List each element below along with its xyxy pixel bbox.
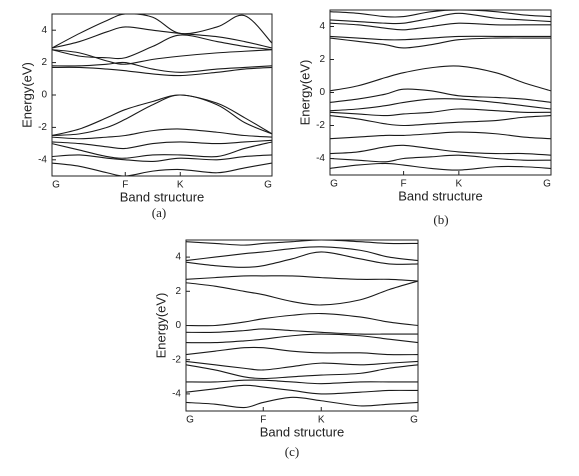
band-line — [330, 108, 551, 117]
band-line — [186, 379, 418, 385]
band-line — [186, 280, 418, 306]
band-line — [330, 35, 551, 41]
band-line — [330, 144, 551, 156]
x-tick-label: F — [122, 180, 128, 191]
y-tick-label: -4 — [38, 154, 47, 165]
caption: (b) — [433, 212, 448, 227]
y-tick-label: 0 — [41, 90, 47, 101]
band-line — [186, 384, 418, 395]
band-line — [186, 275, 418, 282]
caption: (c) — [285, 444, 299, 459]
x-tick-label: G — [186, 415, 194, 426]
x-axis-title: Band structure — [260, 424, 345, 439]
panel: -4 -2 0 2 4 G F K G Band structure Energy(eV) (c) — [153, 239, 419, 459]
x-tick-label: G — [52, 180, 60, 191]
band-line — [330, 131, 551, 140]
band-line — [186, 246, 418, 262]
band-line — [186, 240, 418, 246]
band-line — [52, 26, 272, 49]
band-line — [52, 139, 272, 150]
x-tick-label: K — [456, 179, 463, 190]
panel: -4 -2 0 2 4 G F K G Band structure Energy(eV) (a) — [19, 13, 273, 220]
y-tick-label: -2 — [316, 120, 325, 131]
band-line — [186, 312, 418, 327]
y-tick-label: -2 — [172, 354, 181, 365]
band-line — [52, 141, 272, 159]
y-tick-label: 4 — [319, 21, 325, 32]
band-line — [330, 22, 551, 31]
band-line — [330, 162, 551, 171]
x-axis-title: Band structure — [398, 188, 483, 203]
band-line — [186, 333, 418, 344]
band-line — [330, 65, 551, 92]
x-tick-label: G — [410, 415, 418, 426]
y-tick-label: 4 — [41, 25, 47, 36]
band-line — [52, 49, 272, 65]
y-tick-label: -4 — [172, 389, 181, 400]
x-tick-label: K — [177, 180, 184, 191]
band-line — [186, 360, 418, 371]
panel: -4 -2 0 2 4 G F K G Band structure Energy(eV) (b) — [297, 9, 552, 227]
band-line — [330, 37, 551, 49]
band-line — [330, 98, 551, 112]
band-line — [52, 154, 272, 163]
band-line — [186, 328, 418, 335]
band-line — [52, 162, 272, 176]
y-axis-title: Energy(eV) — [19, 62, 34, 128]
band-line — [52, 94, 272, 137]
y-tick-label: 2 — [41, 57, 47, 68]
y-tick-label: 0 — [175, 320, 181, 331]
y-tick-label: 0 — [319, 87, 325, 98]
x-tick-label: K — [318, 415, 325, 426]
band-line — [186, 251, 418, 268]
y-axis-title: Energy(eV) — [297, 60, 312, 126]
bands — [330, 10, 551, 171]
x-axis-title: Band structure — [120, 189, 205, 204]
band-line — [186, 364, 418, 380]
band-line — [186, 396, 418, 409]
bands — [52, 14, 272, 176]
band-line — [52, 14, 272, 49]
y-tick-label: 4 — [175, 252, 181, 263]
y-tick-label: -2 — [38, 122, 47, 133]
band-line — [52, 61, 272, 73]
band-line — [52, 128, 272, 140]
y-tick-label: 2 — [175, 286, 181, 297]
bands — [186, 240, 418, 409]
band-line — [186, 346, 418, 356]
y-tick-label: -4 — [316, 153, 325, 164]
y-axis-title: Energy(eV) — [153, 293, 168, 359]
band-line — [330, 88, 551, 103]
caption: (a) — [152, 205, 166, 220]
x-tick-label: F — [260, 415, 266, 426]
band-line — [52, 34, 272, 60]
x-tick-label: G — [264, 180, 272, 191]
x-tick-label: G — [330, 179, 338, 190]
band-line — [52, 66, 272, 77]
band-line — [52, 94, 272, 137]
x-tick-label: F — [401, 179, 407, 190]
band-line — [330, 10, 551, 18]
band-line — [330, 12, 551, 25]
y-tick-label: 2 — [319, 54, 325, 65]
band-line — [330, 154, 551, 163]
band-line — [330, 115, 551, 127]
x-tick-label: G — [543, 179, 551, 190]
